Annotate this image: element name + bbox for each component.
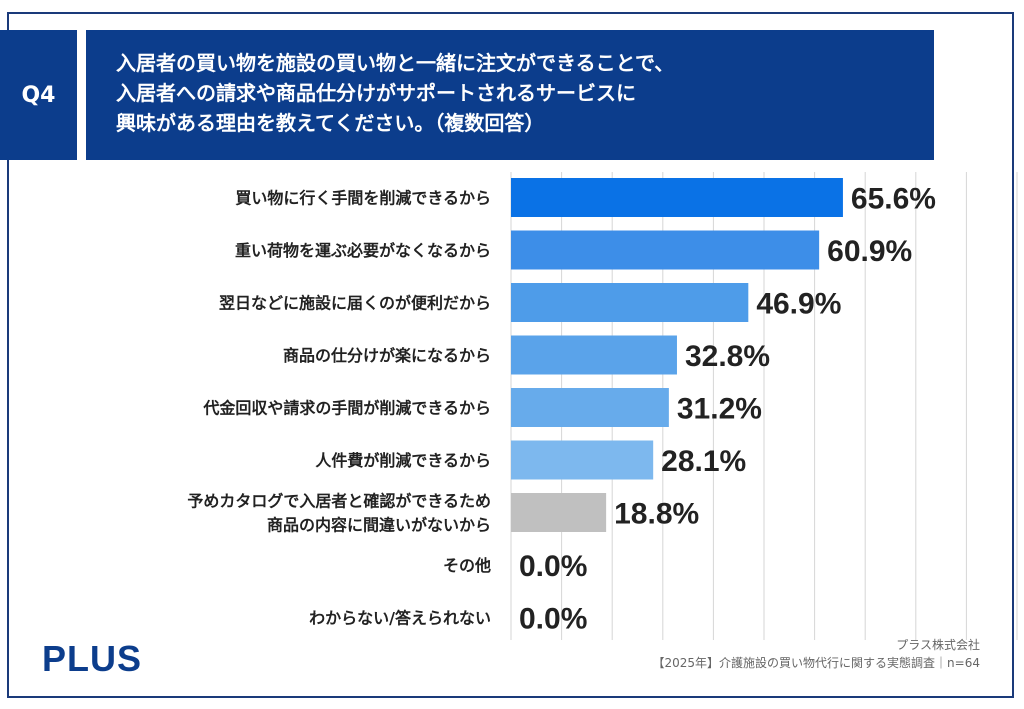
bar	[511, 493, 607, 532]
outer-frame	[7, 12, 1014, 698]
category-label: 翌日などに施設に届くのが便利だから	[219, 294, 491, 313]
value-label: 0.0%	[519, 550, 587, 583]
category-label: 人件費が削減できるから	[315, 451, 491, 470]
value-label: 28.1%	[661, 445, 746, 478]
value-label: 65.6%	[851, 183, 936, 216]
category-label: 予めカタログで入居者と確認ができるため	[187, 492, 491, 511]
value-label: 0.0%	[519, 603, 587, 636]
bar	[511, 440, 654, 480]
value-label: 18.8%	[614, 498, 699, 531]
bar	[511, 283, 749, 322]
value-label: 32.8%	[685, 340, 770, 373]
question-line-3: 興味がある理由を教えてください。（複数回答）	[116, 111, 545, 135]
bar	[511, 178, 843, 217]
category-label: 重い荷物を運ぶ必要がなくなるから	[235, 241, 491, 260]
source-company: プラス株式会社	[896, 638, 980, 652]
value-label: 46.9%	[756, 288, 841, 321]
value-label: 60.9%	[827, 235, 912, 268]
category-label: その他	[443, 556, 491, 575]
question-line-1: 入居者の買い物を施設の買い物と一緒に注文ができることで、	[116, 51, 675, 75]
bar	[511, 388, 669, 427]
category-label: わからない/答えられない	[309, 609, 491, 628]
source-survey: 【2025年】介護施設の買い物代行に関する実態調査｜n=64	[652, 656, 980, 670]
category-label: 商品の内容に間違いがないから	[267, 516, 491, 535]
category-label: 買い物に行く手間を削減できるから	[235, 189, 491, 208]
category-label: 代金回収や請求の手間が削減できるから	[202, 399, 491, 418]
bar	[511, 230, 820, 270]
value-label: 31.2%	[677, 393, 762, 426]
bar	[511, 335, 677, 375]
category-label: 商品の仕分けが楽になるから	[283, 346, 491, 365]
question-box: 入居者の買い物を施設の買い物と一緒に注文ができることで、 入居者への請求や商品仕…	[86, 30, 934, 160]
question-badge: Q4	[0, 30, 77, 160]
question-line-2: 入居者への請求や商品仕分けがサポートされるサービスに	[116, 81, 636, 105]
brand-logo: PLUS	[42, 638, 143, 679]
